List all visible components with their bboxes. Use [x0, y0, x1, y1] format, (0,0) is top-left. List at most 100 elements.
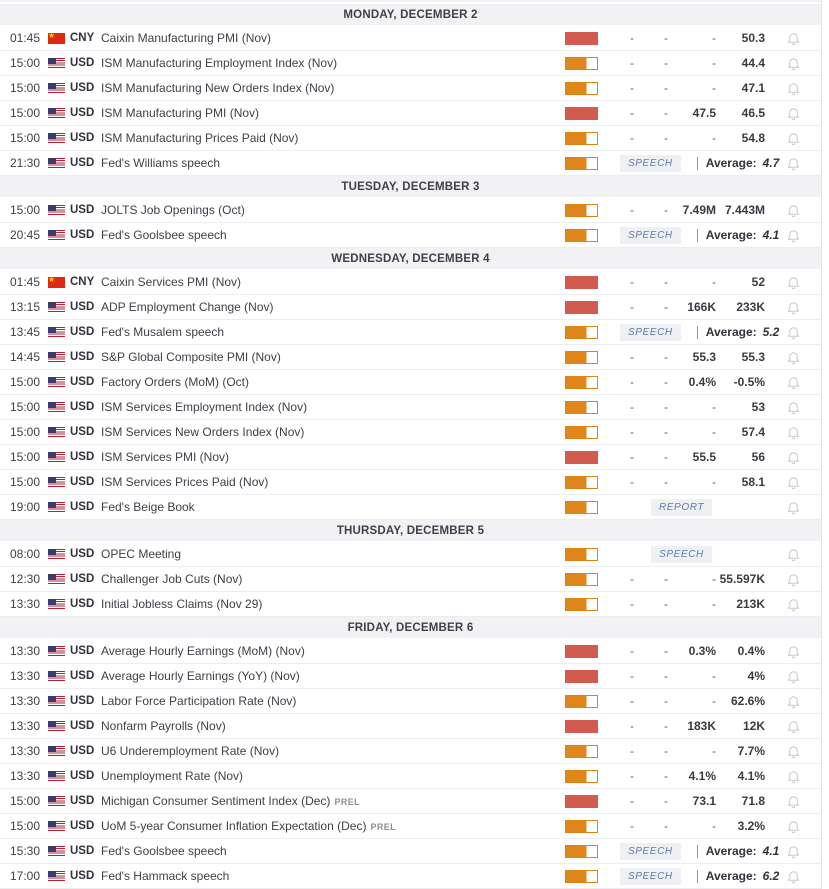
notification-bell-button[interactable]	[765, 475, 821, 490]
event-type-badge: SPEECH	[620, 867, 681, 885]
consensus-value: 166K	[687, 300, 716, 314]
notification-bell-button[interactable]	[765, 794, 821, 809]
country-flag-icon	[48, 745, 65, 757]
event-name: Unemployment Rate (Nov)	[101, 769, 244, 783]
notification-bell-button[interactable]	[765, 400, 821, 415]
notification-bell-button[interactable]	[765, 425, 821, 440]
event-values: - - 73.1 71.8	[598, 794, 765, 808]
day-header: WEDNESDAY, DECEMBER 4	[0, 248, 821, 269]
event-row[interactable]: 19:00 USD Fed's Beige Book REPORT	[0, 495, 821, 520]
event-row[interactable]: 01:45 CNY Caixin Services PMI (Nov) - - …	[0, 270, 821, 295]
event-row[interactable]: 15:30 USD Fed's Goolsbee speech SPEECH A…	[0, 839, 821, 864]
event-row[interactable]: 12:30 USD Challenger Job Cuts (Nov) - - …	[0, 567, 821, 592]
event-values: - - 4.1% 4.1%	[598, 769, 765, 783]
notification-bell-button[interactable]	[765, 769, 821, 784]
notification-bell-button[interactable]	[765, 597, 821, 612]
notification-bell-button[interactable]	[765, 375, 821, 390]
event-row[interactable]: 20:45 USD Fed's Goolsbee speech SPEECH A…	[0, 223, 821, 248]
actual-value: -	[630, 300, 634, 314]
notification-bell-button[interactable]	[765, 300, 821, 315]
actual-value: -	[630, 450, 634, 464]
event-row[interactable]: 13:30 USD Labor Force Participation Rate…	[0, 689, 821, 714]
event-name: Factory Orders (MoM) (Oct)	[101, 375, 250, 389]
volatility-indicator	[565, 203, 598, 217]
event-row[interactable]: 01:45 CNY Caixin Manufacturing PMI (Nov)…	[0, 26, 821, 51]
event-name: Fed's Williams speech	[101, 156, 220, 170]
event-row[interactable]: 13:45 USD Fed's Musalem speech SPEECH Av…	[0, 320, 821, 345]
event-row[interactable]: 15:00 USD ISM Manufacturing PMI (Nov) - …	[0, 101, 821, 126]
notification-bell-button[interactable]	[765, 203, 821, 218]
event-row[interactable]: 13:30 USD Initial Jobless Claims (Nov 29…	[0, 592, 821, 617]
event-row[interactable]: 14:45 USD S&P Global Composite PMI (Nov)…	[0, 345, 821, 370]
day-header-label: MONDAY, DECEMBER 2	[343, 8, 478, 21]
notification-bell-button[interactable]	[765, 31, 821, 46]
notification-bell-button[interactable]	[765, 325, 821, 340]
notification-bell-button[interactable]	[765, 450, 821, 465]
notification-bell-button[interactable]	[765, 81, 821, 96]
country-flag-icon	[48, 845, 65, 857]
event-name: S&P Global Composite PMI (Nov)	[101, 350, 281, 364]
notification-bell-button[interactable]	[765, 500, 821, 515]
event-row[interactable]: 13:15 USD ADP Employment Change (Nov) - …	[0, 295, 821, 320]
event-row[interactable]: 15:00 USD ISM Services New Orders Index …	[0, 420, 821, 445]
notification-bell-button[interactable]	[765, 719, 821, 734]
event-row[interactable]: 15:00 USD ISM Services PMI (Nov) - - 55.…	[0, 445, 821, 470]
event-row[interactable]: 15:00 USD JOLTS Job Openings (Oct) - - 7…	[0, 198, 821, 223]
country-flag-icon	[48, 401, 65, 413]
event-row[interactable]: 13:30 USD Average Hourly Earnings (YoY) …	[0, 664, 821, 689]
actual-value: -	[630, 669, 634, 683]
average-value: 4.7	[762, 156, 780, 170]
notification-bell-button[interactable]	[765, 275, 821, 290]
consensus-value: 0.3%	[688, 644, 716, 658]
event-time: 08:00	[10, 547, 41, 561]
notification-bell-button[interactable]	[765, 547, 821, 562]
event-row[interactable]: 13:30 USD Nonfarm Payrolls (Nov) - - 183…	[0, 714, 821, 739]
event-row[interactable]: 13:30 USD U6 Underemployment Rate (Nov) …	[0, 739, 821, 764]
event-row[interactable]: 13:30 USD Unemployment Rate (Nov) - - 4.…	[0, 764, 821, 789]
event-row[interactable]: 15:00 USD ISM Manufacturing Employment I…	[0, 51, 821, 76]
notification-bell-button[interactable]	[765, 56, 821, 71]
previous-value: 47.1	[741, 81, 765, 95]
notification-bell-button[interactable]	[765, 694, 821, 709]
event-row[interactable]: 13:30 USD Average Hourly Earnings (MoM) …	[0, 639, 821, 664]
notification-bell-button[interactable]	[765, 844, 821, 859]
event-row[interactable]: 17:00 USD Fed's Hammack speech SPEECH Av…	[0, 864, 821, 889]
event-badge-area: SPEECH Average: 4.7	[598, 154, 779, 172]
event-values: - - - 55.597K	[598, 572, 765, 586]
notification-bell-button[interactable]	[765, 744, 821, 759]
average-label: Average:	[705, 844, 757, 858]
notification-bell-button[interactable]	[765, 228, 821, 243]
previous-value: 46.5	[741, 106, 765, 120]
notification-bell-button[interactable]	[765, 350, 821, 365]
event-row[interactable]: 15:00 USD Factory Orders (MoM) (Oct) - -…	[0, 370, 821, 395]
event-time: 19:00	[10, 500, 41, 514]
notification-bell-button[interactable]	[765, 572, 821, 587]
event-time: 15:00	[10, 203, 41, 217]
event-row[interactable]: 15:00 USD ISM Manufacturing New Orders I…	[0, 76, 821, 101]
notification-bell-button[interactable]	[765, 106, 821, 121]
notification-bell-button[interactable]	[765, 819, 821, 834]
event-row[interactable]: 15:00 USD Michigan Consumer Sentiment In…	[0, 789, 821, 814]
notification-bell-button[interactable]	[765, 869, 821, 884]
event-type-badge: SPEECH	[620, 323, 681, 341]
event-row[interactable]: 15:00 USD ISM Manufacturing Prices Paid …	[0, 126, 821, 151]
event-row[interactable]: 08:00 USD OPEC Meeting SPEECH	[0, 542, 821, 567]
event-time: 13:30	[10, 744, 41, 758]
event-row[interactable]: 15:00 USD ISM Services Prices Paid (Nov)…	[0, 470, 821, 495]
currency-code: USD	[70, 451, 95, 463]
country-flag-icon	[48, 451, 65, 463]
country-flag-icon	[48, 229, 65, 241]
event-row[interactable]: 15:00 USD ISM Services Employment Index …	[0, 395, 821, 420]
notification-bell-button[interactable]	[765, 156, 821, 171]
previous-value: 71.8	[741, 794, 765, 808]
event-row[interactable]: 15:00 USD UoM 5-year Consumer Inflation …	[0, 814, 821, 839]
consensus-value: 55.5	[692, 450, 716, 464]
notification-bell-button[interactable]	[765, 644, 821, 659]
notification-bell-button[interactable]	[765, 669, 821, 684]
previous-value: 12K	[742, 719, 765, 733]
volatility-indicator	[565, 769, 598, 783]
notification-bell-button[interactable]	[765, 131, 821, 146]
event-name: Initial Jobless Claims (Nov 29)	[101, 597, 263, 611]
event-name: Fed's Goolsbee speech	[101, 228, 227, 242]
event-row[interactable]: 21:30 USD Fed's Williams speech SPEECH A…	[0, 151, 821, 176]
